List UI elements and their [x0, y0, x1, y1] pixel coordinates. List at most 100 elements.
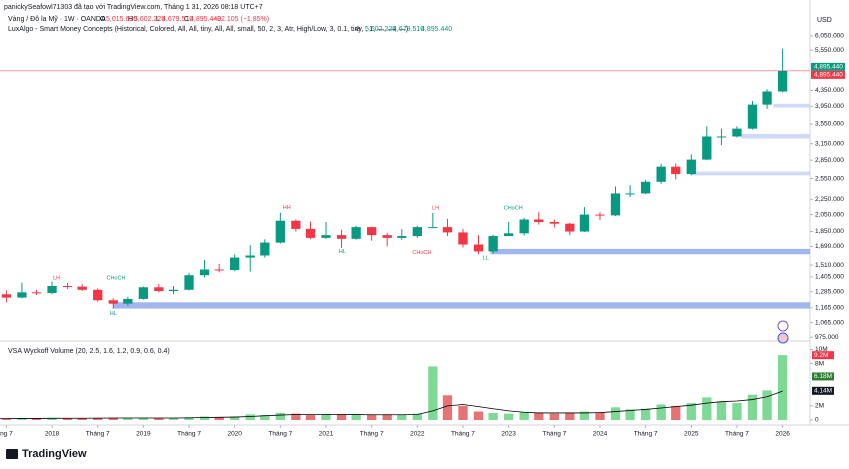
structure-label: HH: [283, 205, 291, 211]
volume-bar: [123, 418, 133, 420]
candle-body: [230, 257, 240, 271]
y-tick-label: 0: [815, 417, 819, 424]
candle-body: [656, 166, 666, 182]
y-tick-label: 2,850.000: [815, 157, 844, 164]
candle-body: [702, 136, 712, 160]
symbol: Vàng / Đô la Mỹ · 1W · OANDA: [8, 16, 106, 23]
y-tick-label: 1,510.000: [815, 262, 844, 269]
order-block: [490, 248, 810, 255]
y-tick-label: 1,285.000: [815, 288, 844, 295]
y-tick-label: 3,950.000: [815, 103, 844, 110]
candle-body: [367, 227, 377, 236]
currency: USD: [817, 17, 832, 24]
volume-bar: [702, 397, 712, 420]
volume-bar: [732, 403, 742, 420]
volume-marker: [812, 372, 834, 381]
volume-bar: [625, 409, 635, 420]
order-block: [691, 171, 810, 176]
x-tick-label: 2026: [775, 431, 790, 438]
volume-bar: [1, 418, 12, 420]
candle-body: [275, 220, 286, 243]
candle-body: [579, 214, 590, 232]
x-tick-label: Tháng 7: [268, 431, 292, 438]
volume-bar: [579, 411, 590, 420]
price-badge: [811, 70, 845, 79]
candle-body: [123, 298, 133, 304]
structure-label: CHoCH: [504, 206, 523, 212]
volume-bar: [549, 413, 559, 420]
volume-bar: [199, 416, 210, 420]
candle-body: [503, 233, 514, 237]
candle-body: [1, 294, 12, 298]
volume-bar: [397, 415, 407, 420]
volume-bar: [686, 403, 696, 420]
indicator-badge: [777, 320, 789, 332]
candle-body: [260, 242, 270, 256]
y-tick-label: 1,405.000: [815, 274, 844, 281]
indicator-badge: [777, 332, 789, 344]
volume-bar: [473, 411, 484, 420]
candle-body: [625, 193, 635, 195]
price-badge: [811, 62, 845, 71]
x-tick-label: Tháng 7: [86, 431, 110, 438]
candle-body: [595, 214, 605, 216]
x-tick-label: Tháng 7: [360, 431, 384, 438]
price-badge-label: 4,895.440: [814, 72, 843, 79]
y-tick-label: 1,850.000: [815, 228, 844, 235]
volume-bar: [747, 394, 758, 420]
y-tick-label: 10M: [815, 346, 828, 353]
x-tick-label: Tháng 7: [542, 431, 566, 438]
volume-bar: [351, 415, 361, 420]
candle-body: [777, 70, 788, 92]
candle-body: [336, 235, 347, 239]
candle-body: [93, 289, 103, 301]
volume-bar: [184, 417, 194, 420]
ohlc-value: 5,602.225: [134, 16, 165, 23]
volume-bar: [31, 418, 42, 420]
volume-bar: [367, 415, 377, 420]
indicator-icon: ⊘: [355, 26, 361, 33]
x-tick-label: 2019: [136, 431, 151, 438]
x-tick-label: 2021: [319, 431, 334, 438]
x-tick-label: 2024: [593, 431, 608, 438]
order-block: [773, 103, 810, 108]
volume-bar: [656, 404, 666, 420]
y-tick-label: 3,550.000: [815, 121, 844, 128]
volume-bar: [230, 416, 240, 420]
volume-bar: [168, 417, 179, 420]
candle-body: [199, 269, 210, 276]
y-tick-label: 3,150.000: [815, 140, 844, 147]
indicator-title: LuxAlgo - Smart Money Concepts (Historic…: [8, 26, 408, 33]
candle-body: [245, 255, 255, 258]
price-badge-label: 4,895.440: [814, 64, 843, 71]
candle-body: [565, 223, 575, 232]
volume-bar: [108, 417, 118, 420]
volume-bar: [777, 355, 788, 420]
volume-marker: [812, 351, 834, 360]
candle-body: [184, 275, 194, 290]
volume-bar: [62, 418, 73, 420]
candle-body: [442, 227, 453, 233]
structure-label: CHoCH: [412, 250, 431, 256]
volume-bar: [154, 418, 164, 420]
volume-bar: [138, 417, 149, 420]
candle-body: [154, 287, 164, 292]
volume-title: VSA Wyckoff Volume (20, 2.5, 1.6, 1.2, 0…: [8, 348, 170, 355]
ohlc-key: C: [184, 16, 189, 23]
candle-body: [108, 300, 118, 304]
volume-bar: [93, 417, 103, 420]
volume-marker: [812, 386, 834, 395]
volume-bar: [534, 412, 544, 420]
x-tick-label: Tháng 7: [634, 431, 658, 438]
candle-body: [62, 286, 73, 288]
volume-bar: [214, 417, 224, 420]
volume-bar: [671, 405, 681, 420]
y-tick-label: 6,050.000: [815, 33, 844, 40]
ohlc-value: 5,015.630: [106, 16, 137, 23]
volume-ma: [0, 390, 783, 419]
candle-body: [686, 159, 696, 175]
x-tick-label: 2018: [45, 431, 60, 438]
volume-bar: [488, 412, 498, 420]
candle-body: [747, 104, 758, 129]
